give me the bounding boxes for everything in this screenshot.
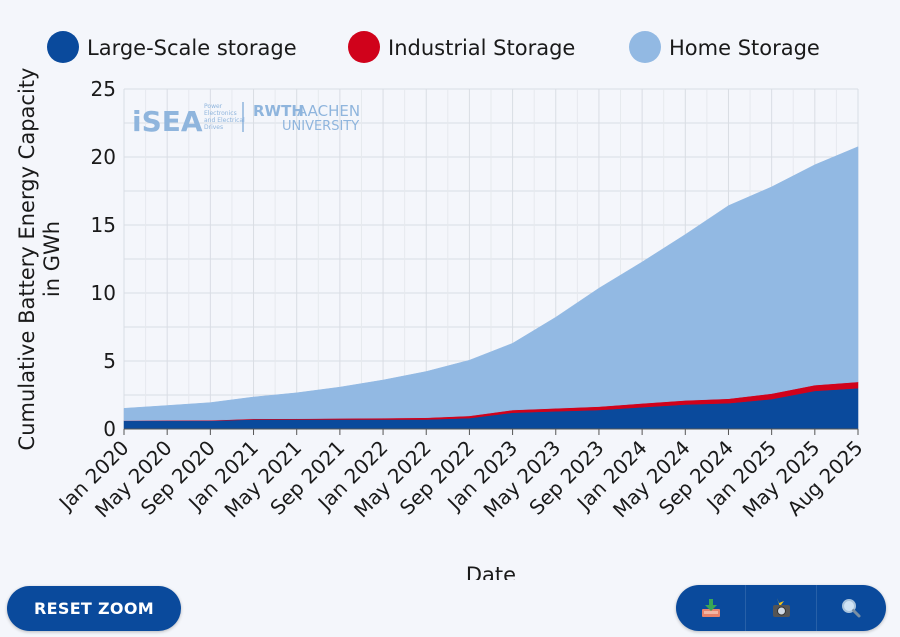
y-tick-label: 0: [103, 417, 116, 441]
y-tick-label: 15: [91, 213, 116, 237]
y-tick-label: 10: [91, 281, 116, 305]
legend-swatch: [629, 31, 661, 63]
logo-caption-line: Electronics: [204, 110, 237, 117]
chart-toolbar: [676, 585, 886, 631]
logo-caption-line: Power: [204, 103, 223, 110]
y-tick-label: 20: [91, 145, 116, 169]
logo-caption-line: and Electrical: [204, 117, 245, 124]
logo-university-text: UNIVERSITY: [282, 119, 359, 134]
legend-swatch: [47, 31, 79, 63]
camera-flash-icon: [772, 598, 790, 617]
x-axis-title: Date: [466, 563, 516, 580]
legend-swatch: [348, 31, 380, 63]
area-series-2: [123, 146, 859, 421]
legend: Large-Scale storage Industrial Storage Hom…: [47, 31, 820, 63]
logo-aachen-text: AACHEN: [297, 102, 360, 120]
y-tick-label: 5: [103, 349, 116, 373]
logo-caption-line: Drives: [204, 124, 223, 131]
y-axis-title-line-2: in GWh: [40, 221, 64, 297]
y-tick-label: 25: [91, 77, 116, 101]
magnifier-icon: [842, 599, 861, 618]
logo-rwth-text: RWTH: [253, 102, 304, 120]
logo-isea-text: iSEA: [132, 105, 203, 138]
zoom-button[interactable]: [817, 585, 886, 631]
y-axis-title-line-1: Cumulative Battery Energy Capacity: [15, 68, 39, 451]
snapshot-button[interactable]: [746, 585, 817, 631]
reset-zoom-button[interactable]: RESET ZOOM: [7, 586, 181, 631]
download-button[interactable]: [676, 585, 747, 631]
legend-label[interactable]: Industrial Storage: [388, 36, 575, 60]
download-tray-icon: [701, 599, 720, 617]
chart: Large-Scale storage Industrial Storage Hom…: [15, 31, 868, 580]
legend-label[interactable]: Large-Scale storage: [87, 36, 297, 60]
legend-label[interactable]: Home Storage: [669, 36, 820, 60]
